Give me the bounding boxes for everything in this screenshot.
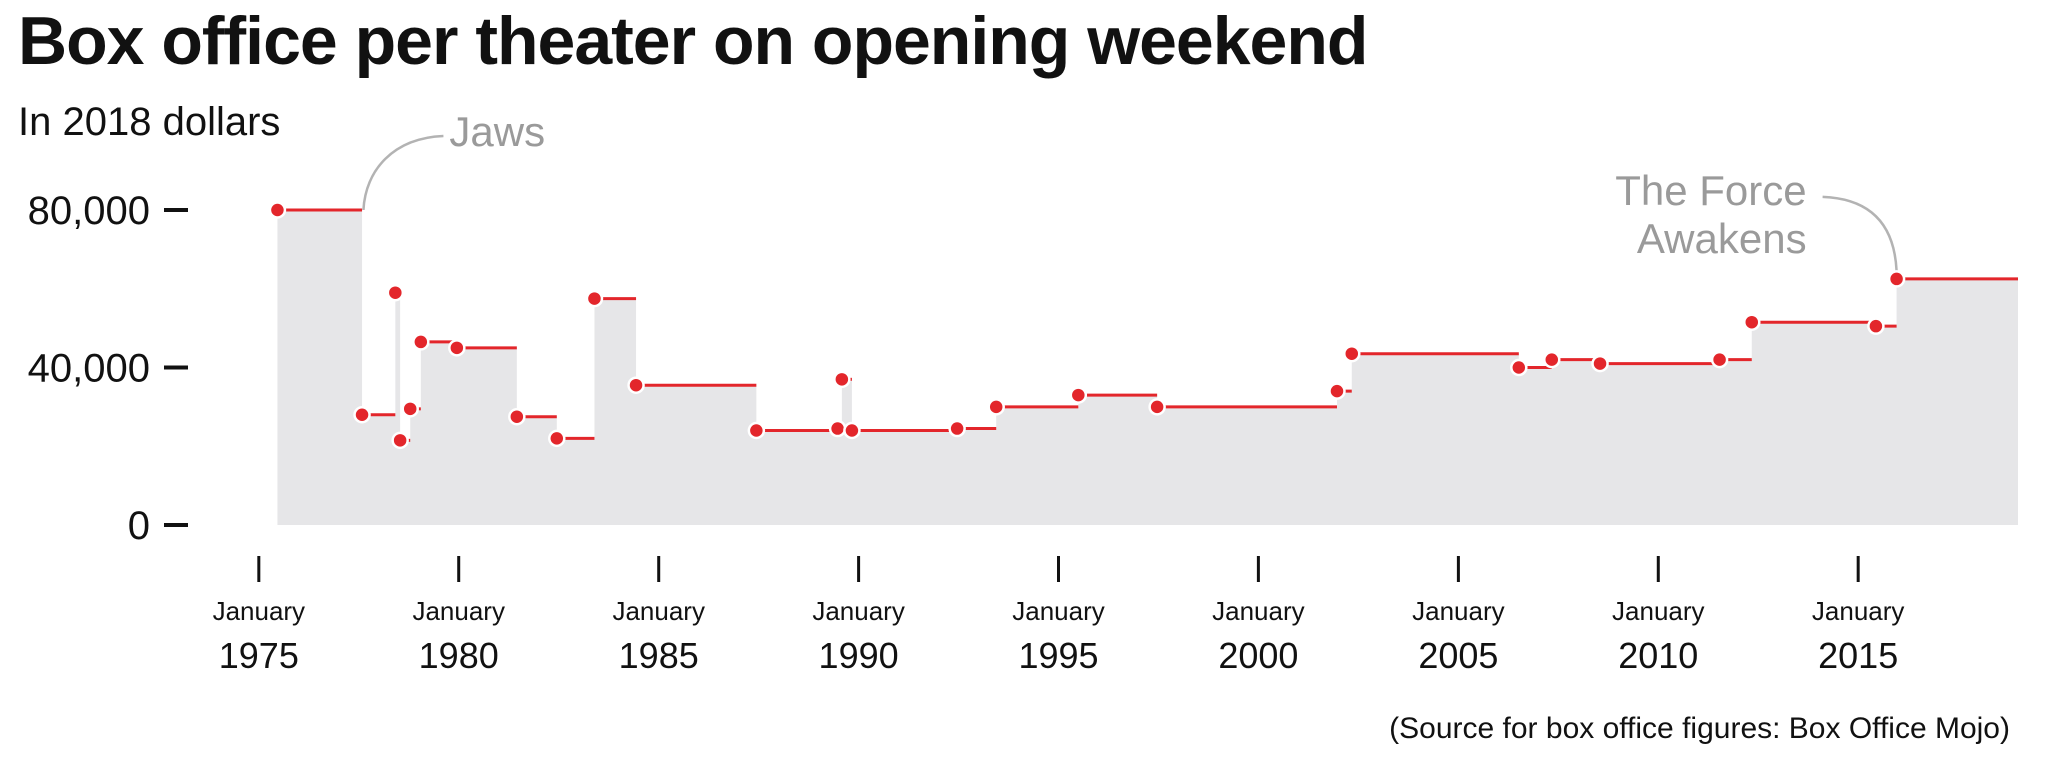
data-point [391,431,409,450]
jaws-leader [362,134,444,211]
force-awakens-leader [1822,195,1898,271]
x-tick-year-label: 2005 [1418,635,1498,676]
data-point [1887,270,1906,288]
data-point [448,339,466,357]
data-point [987,398,1005,416]
data-point [948,419,966,438]
point-layer [268,201,1906,450]
area-layer [277,210,2019,525]
jaws-label: Jaws [449,108,545,155]
x-axis: January 1975 January 1980 January 1985 January… [213,556,1905,676]
force-awakens-label-line: Awakens [1637,215,1807,262]
y-axis: 0 40,000 80,000 [28,189,188,548]
data-point [268,201,287,219]
data-point [508,407,526,426]
data-point [833,370,851,389]
x-tick-year-label: 1990 [819,635,899,676]
data-point [1510,358,1528,377]
data-point [828,419,847,438]
force-awakens-label-line: The Force [1615,167,1806,214]
source-note: (Source for box office figures: Box Offi… [1389,712,2010,745]
data-point [353,406,371,424]
data-point [747,421,766,440]
data-point [1328,382,1346,400]
x-tick-month-label: January [213,596,306,626]
x-tick-year-label: 1980 [419,635,499,676]
data-point [627,376,645,394]
data-point [1710,350,1729,369]
data-point [1069,386,1088,404]
data-point [1867,317,1885,335]
x-tick-year-label: 2015 [1818,635,1898,676]
data-point [401,400,419,418]
data-point [585,289,604,308]
x-tick-year-label: 1975 [219,635,299,676]
y-tick-label: 0 [128,504,150,548]
x-tick-month-label: January [1012,596,1105,626]
x-tick-month-label: January [1612,596,1705,626]
x-tick-month-label: January [1812,596,1905,626]
data-point [1343,344,1361,363]
data-point [1743,313,1761,331]
x-tick-year-label: 2010 [1618,635,1698,676]
y-tick-label: 80,000 [28,189,150,233]
data-point [1148,398,1166,416]
x-tick-year-label: 1995 [1018,635,1098,676]
data-point [1591,354,1609,373]
y-tick-label: 40,000 [28,347,150,391]
x-tick-month-label: January [1412,596,1505,626]
area-fill [277,210,2019,525]
data-point [386,283,405,302]
data-point [843,421,861,440]
x-tick-month-label: January [812,596,905,626]
chart-subtitle: In 2018 dollars [18,100,281,144]
x-tick-year-label: 1985 [619,635,699,676]
x-tick-month-label: January [412,596,505,626]
data-point [412,333,430,351]
x-tick-year-label: 2000 [1218,635,1298,676]
x-tick-month-label: January [612,596,705,626]
x-tick-month-label: January [1212,596,1305,626]
data-point [1543,350,1561,369]
chart-title: Box office per theater on opening weeken… [18,3,1368,79]
data-point [548,429,566,448]
